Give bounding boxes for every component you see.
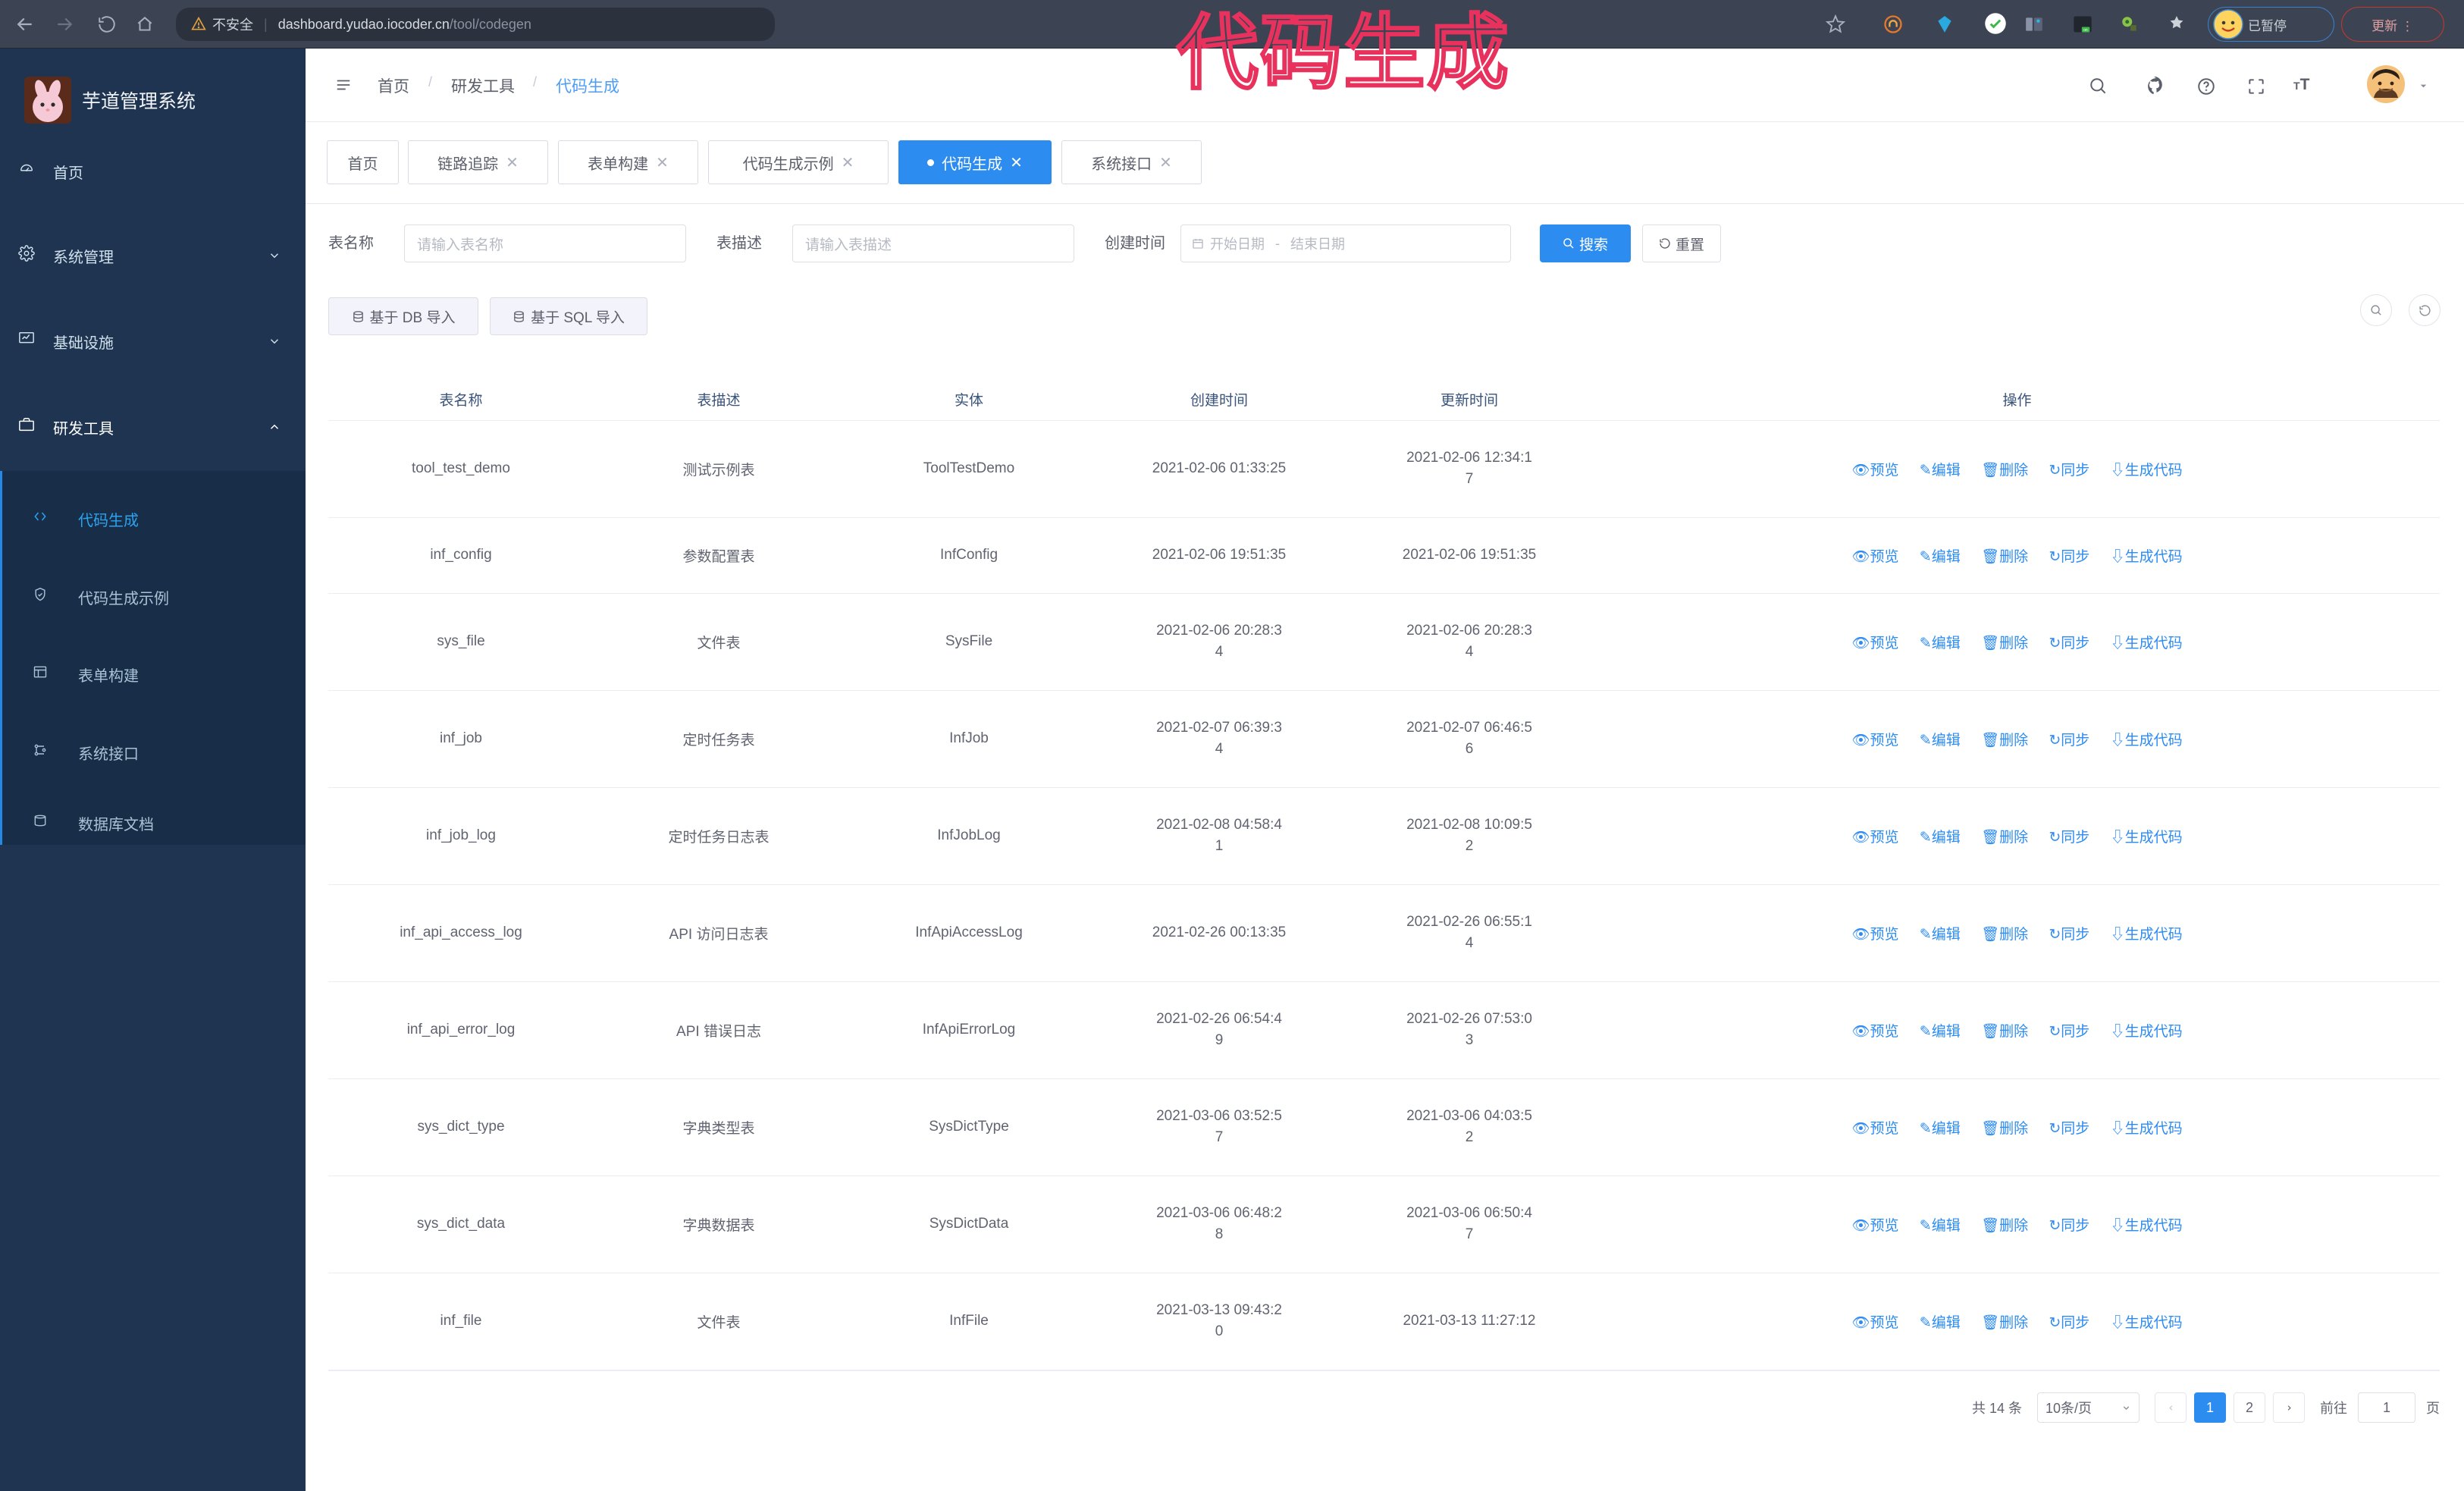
svg-text:on: on [2083,28,2088,33]
